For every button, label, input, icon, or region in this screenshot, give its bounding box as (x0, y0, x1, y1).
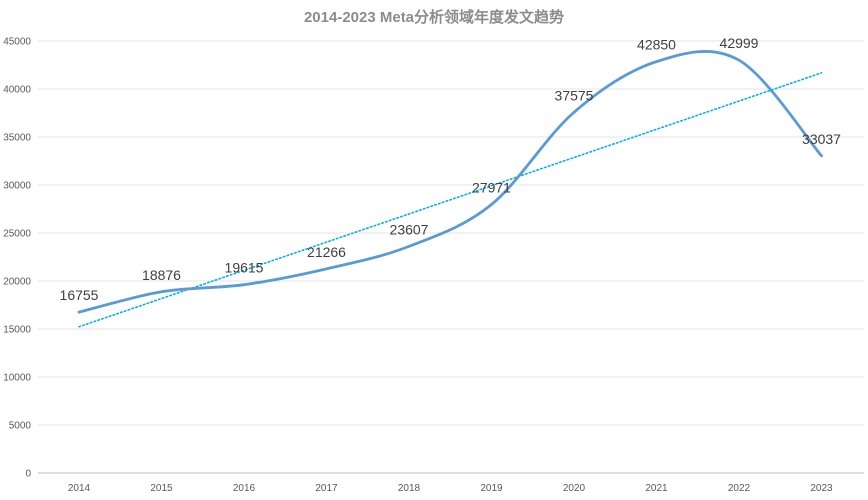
data-point (160, 290, 163, 293)
y-tick-label: 5000 (9, 421, 32, 432)
data-label: 23607 (390, 221, 429, 237)
data-label: 27971 (472, 179, 511, 195)
y-tick-label: 15000 (3, 325, 31, 336)
data-labels: 16755 18876 19615 21266 23607 27971 37575 42850… (60, 35, 842, 303)
data-point (737, 59, 741, 62)
x-tick-label: 2023 (810, 483, 833, 494)
data-label: 16755 (60, 287, 99, 303)
data-label: 21266 (307, 244, 346, 260)
data-point (77, 310, 81, 314)
y-tick-label: 20000 (3, 277, 31, 288)
y-tick-label: 45000 (3, 37, 31, 48)
y-tick-label: 0 (25, 469, 31, 480)
trendline-layer (78, 72, 823, 328)
y-tick-label: 25000 (3, 229, 31, 240)
data-point (242, 283, 246, 286)
data-point (820, 154, 823, 158)
x-tick-label: 2016 (233, 483, 256, 494)
data-point (407, 245, 411, 248)
gridlines (38, 40, 864, 474)
data-label: 42999 (720, 35, 759, 51)
y-tick-label: 35000 (3, 133, 31, 144)
y-tick-label: 10000 (3, 373, 31, 384)
x-tick-label: 2020 (563, 483, 586, 494)
data-label: 19615 (225, 260, 264, 276)
x-tick-label: 2015 (150, 483, 173, 494)
x-tick-label: 2018 (398, 483, 421, 494)
series-line (77, 50, 823, 314)
data-label: 18876 (142, 267, 181, 283)
y-tick-label: 30000 (3, 181, 31, 192)
data-point (490, 203, 493, 206)
data-point (572, 111, 576, 114)
series-layer (77, 50, 823, 314)
data-label: 37575 (555, 87, 594, 103)
x-tick-label: 2021 (645, 483, 668, 494)
data-label: 42850 (637, 37, 676, 53)
data-point (655, 60, 658, 63)
x-tick-label: 2017 (315, 483, 338, 494)
x-tick-label: 2019 (480, 483, 503, 494)
trendline (78, 72, 823, 328)
y-axis-ticks: 0 5000 10000 15000 20000 25000 30000 35000 40000… (3, 37, 31, 480)
x-tick-label: 2014 (68, 483, 91, 494)
y-tick-label: 40000 (3, 85, 31, 96)
x-axis-ticks: 2014 2015 2016 2017 2018 2019 2020 2021 2022 2023 (68, 483, 833, 494)
chart-title: 2014-2023 Meta分析领域年度发文趋势 (303, 9, 565, 26)
x-tick-label: 2022 (728, 483, 751, 494)
data-label: 33037 (802, 131, 841, 147)
data-point (325, 267, 328, 271)
